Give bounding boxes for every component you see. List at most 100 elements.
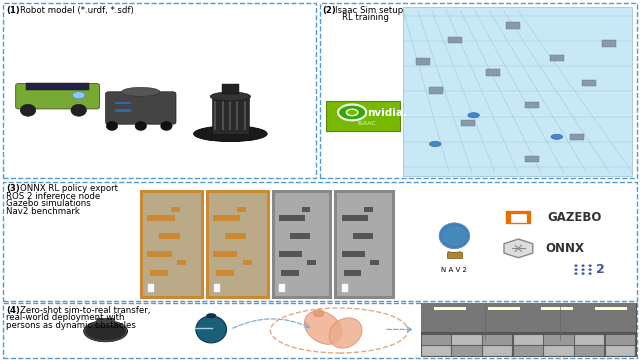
Ellipse shape — [329, 318, 362, 348]
Bar — [514, 346, 543, 356]
Bar — [229, 100, 231, 130]
Ellipse shape — [84, 321, 127, 342]
Ellipse shape — [206, 314, 216, 318]
Ellipse shape — [161, 122, 172, 130]
Text: Zero-shot sim-to-real transfer,: Zero-shot sim-to-real transfer, — [20, 306, 151, 315]
FancyBboxPatch shape — [97, 318, 115, 325]
Bar — [147, 283, 154, 292]
Bar — [452, 336, 482, 345]
Bar — [3, 182, 637, 301]
Bar — [172, 207, 180, 212]
Bar — [244, 100, 246, 130]
Ellipse shape — [581, 264, 585, 267]
Bar — [279, 215, 305, 221]
Ellipse shape — [551, 134, 563, 139]
Bar — [370, 260, 379, 265]
Bar — [605, 346, 635, 356]
Ellipse shape — [439, 223, 470, 249]
Bar — [344, 270, 362, 276]
Text: nvidia.: nvidia. — [367, 108, 407, 118]
Bar — [514, 336, 543, 345]
Text: ISAAC: ISAAC — [358, 121, 376, 126]
Bar — [416, 58, 430, 65]
Text: (4): (4) — [6, 306, 20, 315]
Bar — [486, 69, 500, 76]
FancyBboxPatch shape — [15, 84, 100, 109]
Bar — [301, 207, 310, 212]
Ellipse shape — [575, 269, 578, 271]
Text: real-world deployment with: real-world deployment with — [6, 313, 125, 322]
Bar — [320, 3, 637, 178]
Bar — [541, 307, 573, 310]
Bar — [550, 55, 564, 61]
FancyBboxPatch shape — [106, 92, 176, 124]
Bar — [483, 336, 513, 345]
Bar — [282, 270, 299, 276]
Text: Nav2 benchmark: Nav2 benchmark — [6, 207, 80, 216]
Bar — [525, 102, 539, 108]
Bar — [544, 346, 573, 356]
Bar — [207, 191, 268, 297]
Ellipse shape — [589, 269, 592, 271]
Bar — [342, 215, 368, 221]
Bar — [26, 83, 90, 90]
Text: N A V 2: N A V 2 — [442, 267, 467, 274]
Bar — [212, 96, 249, 134]
Bar — [3, 3, 316, 178]
Bar — [3, 303, 637, 358]
Bar — [237, 207, 246, 212]
Bar — [212, 283, 220, 292]
Bar — [214, 100, 216, 130]
Bar — [216, 270, 234, 276]
Wedge shape — [338, 104, 366, 120]
Bar — [115, 109, 131, 112]
Ellipse shape — [196, 316, 227, 343]
Ellipse shape — [20, 104, 36, 116]
Bar — [290, 233, 310, 239]
Ellipse shape — [468, 113, 479, 118]
Bar — [273, 191, 330, 297]
Bar — [429, 87, 443, 94]
Bar — [353, 233, 373, 239]
Bar — [448, 37, 462, 43]
Ellipse shape — [305, 311, 342, 344]
Ellipse shape — [581, 269, 585, 271]
Bar — [243, 260, 252, 265]
Bar — [544, 336, 573, 345]
Text: GAZEBO: GAZEBO — [547, 211, 602, 224]
Ellipse shape — [72, 92, 85, 99]
Ellipse shape — [589, 264, 592, 267]
Bar — [506, 22, 520, 29]
Ellipse shape — [346, 109, 358, 116]
Text: (3): (3) — [6, 184, 20, 193]
Bar — [307, 260, 316, 265]
Bar — [147, 215, 175, 221]
Bar — [213, 251, 237, 257]
Bar — [602, 40, 616, 47]
Bar — [221, 100, 224, 130]
Ellipse shape — [581, 272, 585, 275]
Bar — [447, 252, 462, 258]
Ellipse shape — [440, 224, 468, 248]
Text: Isaac Sim setup: Isaac Sim setup — [335, 6, 403, 15]
Bar — [115, 102, 131, 104]
Bar — [575, 346, 604, 356]
Bar — [279, 251, 302, 257]
Ellipse shape — [429, 141, 441, 147]
Ellipse shape — [210, 92, 251, 101]
Bar — [582, 80, 596, 86]
Text: ROS 2 inference node: ROS 2 inference node — [6, 192, 100, 201]
Bar — [421, 303, 636, 356]
Bar — [225, 233, 246, 239]
Ellipse shape — [71, 104, 86, 116]
Ellipse shape — [575, 272, 578, 275]
Ellipse shape — [135, 122, 147, 130]
Bar — [422, 346, 451, 356]
Bar — [341, 283, 348, 292]
Bar — [326, 101, 400, 131]
Text: ONNX RL policy export: ONNX RL policy export — [20, 184, 118, 193]
Bar — [342, 251, 365, 257]
Bar — [141, 191, 202, 297]
Bar — [236, 100, 239, 130]
Ellipse shape — [106, 122, 118, 130]
